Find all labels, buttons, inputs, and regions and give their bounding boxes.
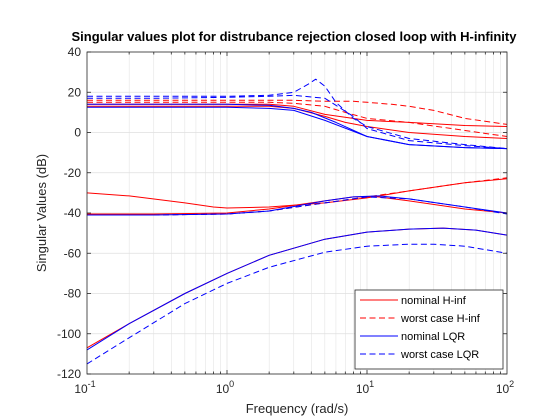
x-tick-label: 10-1 (74, 379, 95, 396)
series-2-line-1 (87, 99, 508, 125)
x-axis-label: Frequency (rad/s) (246, 401, 349, 416)
legend: nominal H-inf worst case H-inf nominal LQR… (354, 289, 504, 370)
y-tick-label: 0 (74, 126, 81, 140)
y-tick-label: -80 (64, 287, 82, 301)
y-tick-label: -60 (64, 246, 82, 260)
series-3-line-3 (87, 195, 508, 216)
series-3-line-2 (87, 106, 508, 150)
series-2-line-2 (87, 101, 508, 137)
legend-label-1: nominal H-inf (401, 295, 467, 307)
y-tick-label: 20 (68, 85, 82, 99)
y-axis-label: Singular Values (dB) (34, 154, 49, 272)
series-lines (86, 78, 508, 365)
x-tick-label: 101 (356, 379, 374, 396)
legend-label-2: worst case H-inf (400, 313, 481, 325)
y-tick-label: -40 (64, 206, 82, 220)
series-3-line-4 (86, 227, 508, 351)
series-4-line-4 (86, 243, 508, 365)
x-tick-label: 100 (216, 379, 234, 396)
series-4-line-1 (87, 78, 508, 150)
x-tick-label: 102 (496, 379, 514, 396)
axis-ticks: -120 -100 -80 -60 -40 -20 0 20 40 10-1 100 101 102 (57, 45, 514, 396)
legend-box (354, 289, 504, 370)
y-tick-label: -120 (57, 367, 81, 381)
series-1-line-2 (87, 105, 508, 139)
chart-title: Singular values plot for distrubance rej… (72, 29, 518, 44)
legend-label-3: nominal LQR (401, 331, 465, 343)
y-tick-label: 40 (68, 45, 82, 59)
y-tick-label: -100 (57, 327, 81, 341)
y-tick-label: -20 (64, 166, 82, 180)
series-4-line-2 (87, 94, 508, 150)
series-4-line-3 (87, 196, 508, 216)
legend-label-4: worst case LQR (400, 349, 479, 361)
